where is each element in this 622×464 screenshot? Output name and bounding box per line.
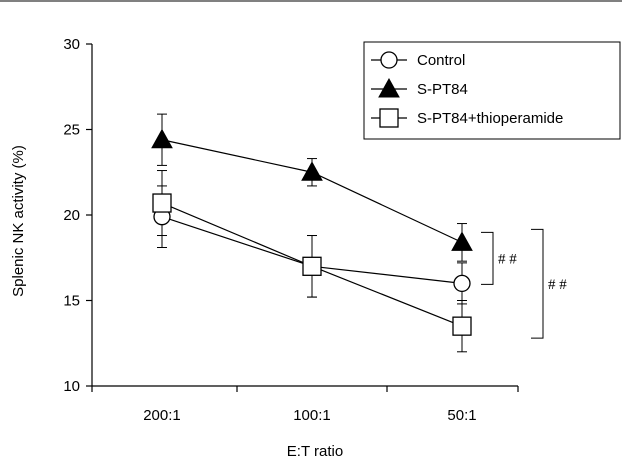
x-tick-label: 50:1 bbox=[447, 407, 476, 424]
legend-label: S-PT84+thioperamide bbox=[417, 110, 563, 127]
legend: Control S-PT84 S-PT84+thioperamide bbox=[363, 41, 621, 140]
x-axis-title: E:T ratio bbox=[287, 443, 343, 460]
legend-label: Control bbox=[417, 52, 465, 69]
x-tick-label: 200:1 bbox=[143, 407, 181, 424]
annotations: # # # # bbox=[481, 228, 567, 339]
series-line bbox=[161, 139, 463, 243]
y-tick-label: 25 bbox=[63, 122, 80, 139]
markers-s-pt84 bbox=[151, 128, 473, 251]
significance-bracket: # # bbox=[481, 231, 517, 285]
x-tick-label: 100:1 bbox=[293, 407, 331, 424]
series-layer bbox=[151, 113, 473, 353]
y-tick-label: 30 bbox=[63, 36, 80, 53]
data-point bbox=[453, 274, 471, 293]
data-point bbox=[152, 193, 172, 213]
legend-entry: Control bbox=[371, 51, 465, 69]
data-point bbox=[452, 316, 472, 336]
y-tick-label: 10 bbox=[63, 378, 80, 395]
y-tick-label: 20 bbox=[63, 207, 80, 224]
y-tick-label: 15 bbox=[63, 293, 80, 310]
legend-entry: S-PT84+thioperamide bbox=[371, 108, 563, 128]
data-point bbox=[301, 161, 323, 181]
significance-bracket: # # bbox=[531, 228, 567, 339]
legend-marker bbox=[378, 77, 400, 98]
bracket-line bbox=[481, 231, 494, 285]
y-axis-title: Splenic NK activity (%) bbox=[10, 145, 27, 297]
axes: 10 15 20 25 30 200:1 100:1 50:1 bbox=[63, 36, 519, 424]
legend-marker bbox=[380, 51, 398, 69]
legend-marker bbox=[379, 108, 399, 128]
significance-label: # # bbox=[498, 251, 517, 267]
data-point bbox=[451, 231, 473, 251]
data-point bbox=[302, 256, 322, 276]
legend-label: S-PT84 bbox=[417, 81, 468, 98]
bracket-line bbox=[531, 228, 544, 339]
significance-label: # # bbox=[548, 277, 567, 293]
legend-entry: S-PT84 bbox=[371, 77, 468, 98]
legend-box bbox=[363, 41, 621, 140]
data-point bbox=[151, 128, 173, 149]
markers-s-pt84-thioperamide bbox=[152, 193, 472, 336]
